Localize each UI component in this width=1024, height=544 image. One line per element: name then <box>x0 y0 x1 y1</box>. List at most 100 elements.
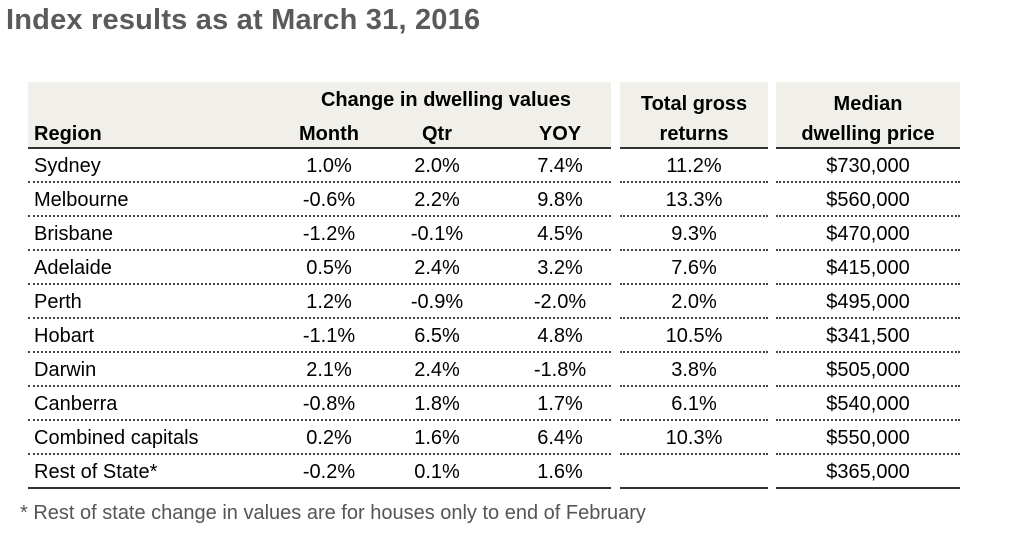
region-cell: Perth <box>34 291 82 313</box>
region-cell: Adelaide <box>34 257 112 279</box>
median-cell: $550,000 <box>826 427 910 449</box>
region-cell: Sydney <box>34 155 101 177</box>
row-separator <box>28 249 611 251</box>
month-cell: -1.2% <box>302 223 356 245</box>
row-separator <box>620 283 768 285</box>
qtr-cell: 1.8% <box>414 393 460 415</box>
header-qtr: Qtr <box>422 123 452 145</box>
median-cell: $365,000 <box>826 461 910 483</box>
qtr-cell: 1.6% <box>414 427 460 449</box>
row-separator <box>776 181 960 183</box>
yoy-cell: 9.8% <box>537 189 583 211</box>
row-separator <box>620 215 768 217</box>
month-cell: 2.1% <box>306 359 352 381</box>
table-bottom-rule <box>776 487 960 489</box>
median-cell: $470,000 <box>826 223 910 245</box>
region-cell: Combined capitals <box>34 427 199 449</box>
table-row: Melbourne -0.6% 2.2% 9.8% 13.3% $560,000 <box>0 184 1024 218</box>
returns-cell: 9.3% <box>671 223 717 245</box>
median-cell: $540,000 <box>826 393 910 415</box>
yoy-cell: -1.8% <box>533 359 587 381</box>
qtr-cell: -0.1% <box>410 223 464 245</box>
table-row: Sydney 1.0% 2.0% 7.4% 11.2% $730,000 <box>0 150 1024 184</box>
header-rule <box>28 147 611 149</box>
header-group-label: Change in dwelling values <box>320 89 572 111</box>
median-cell: $730,000 <box>826 155 910 177</box>
header-bg-main <box>28 82 611 148</box>
region-cell: Hobart <box>34 325 95 347</box>
header-returns-line2: returns <box>659 123 729 145</box>
month-cell: -0.6% <box>302 189 356 211</box>
returns-cell: 6.1% <box>671 393 717 415</box>
row-separator <box>620 249 768 251</box>
region-cell: Darwin <box>34 359 97 381</box>
table-row: Adelaide 0.5% 2.4% 3.2% 7.6% $415,000 <box>0 252 1024 286</box>
table-row: Combined capitals 0.2% 1.6% 6.4% 10.3% $… <box>0 422 1024 456</box>
yoy-cell: 6.4% <box>537 427 583 449</box>
qtr-cell: -0.9% <box>410 291 464 313</box>
row-separator <box>28 385 611 387</box>
row-separator <box>776 385 960 387</box>
page-title: Index results as at March 31, 2016 <box>6 4 481 36</box>
header-rule-returns <box>620 147 768 149</box>
qtr-cell: 6.5% <box>414 325 460 347</box>
median-cell: $341,500 <box>826 325 910 347</box>
header-region: Region <box>34 123 102 145</box>
row-separator <box>776 283 960 285</box>
table-row: Darwin 2.1% 2.4% -1.8% 3.8% $505,000 <box>0 354 1024 388</box>
returns-cell: 2.0% <box>671 291 717 313</box>
table-row: Canberra -0.8% 1.8% 1.7% 6.1% $540,000 <box>0 388 1024 422</box>
month-cell: 0.2% <box>306 427 352 449</box>
table-row: Hobart -1.1% 6.5% 4.8% 10.5% $341,500 <box>0 320 1024 354</box>
footnote: * Rest of state change in values are for… <box>20 502 646 524</box>
row-separator <box>620 351 768 353</box>
row-separator <box>620 317 768 319</box>
row-separator <box>620 419 768 421</box>
returns-cell: 10.3% <box>665 427 723 449</box>
row-separator <box>776 351 960 353</box>
median-cell: $495,000 <box>826 291 910 313</box>
yoy-cell: 3.2% <box>537 257 583 279</box>
table-row: Brisbane -1.2% -0.1% 4.5% 9.3% $470,000 <box>0 218 1024 252</box>
median-cell: $505,000 <box>826 359 910 381</box>
row-separator <box>28 283 611 285</box>
row-separator <box>28 453 611 455</box>
median-cell: $560,000 <box>826 189 910 211</box>
returns-cell: 7.6% <box>671 257 717 279</box>
row-separator <box>620 453 768 455</box>
region-cell: Canberra <box>34 393 118 415</box>
row-separator <box>776 453 960 455</box>
yoy-cell: 1.6% <box>537 461 583 483</box>
qtr-cell: 2.4% <box>414 257 460 279</box>
row-separator <box>28 419 611 421</box>
row-separator <box>776 249 960 251</box>
table-row: Rest of State* -0.2% 0.1% 1.6% $365,000 <box>0 456 1024 490</box>
month-cell: -1.1% <box>302 325 356 347</box>
qtr-cell: 2.0% <box>414 155 460 177</box>
row-separator <box>28 181 611 183</box>
table-row: Perth 1.2% -0.9% -2.0% 2.0% $495,000 <box>0 286 1024 320</box>
table-bottom-rule <box>28 487 611 489</box>
region-cell: Brisbane <box>34 223 113 245</box>
table-bottom-rule <box>620 487 768 489</box>
header-month: Month <box>299 123 359 145</box>
header-rule-median <box>776 147 960 149</box>
row-separator <box>620 181 768 183</box>
row-separator <box>620 385 768 387</box>
returns-cell: 3.8% <box>671 359 717 381</box>
row-separator <box>776 215 960 217</box>
region-cell: Melbourne <box>34 189 129 211</box>
header-bg-median <box>776 82 960 148</box>
qtr-cell: 0.1% <box>414 461 460 483</box>
month-cell: 1.2% <box>306 291 352 313</box>
yoy-cell: 7.4% <box>537 155 583 177</box>
month-cell: 1.0% <box>306 155 352 177</box>
returns-cell: 10.5% <box>665 325 723 347</box>
row-separator <box>28 317 611 319</box>
returns-cell: 13.3% <box>665 189 723 211</box>
yoy-cell: 4.5% <box>537 223 583 245</box>
header-bg-returns <box>620 82 768 148</box>
header-median-line1: Median <box>833 93 903 115</box>
yoy-cell: 4.8% <box>537 325 583 347</box>
yoy-cell: -2.0% <box>533 291 587 313</box>
